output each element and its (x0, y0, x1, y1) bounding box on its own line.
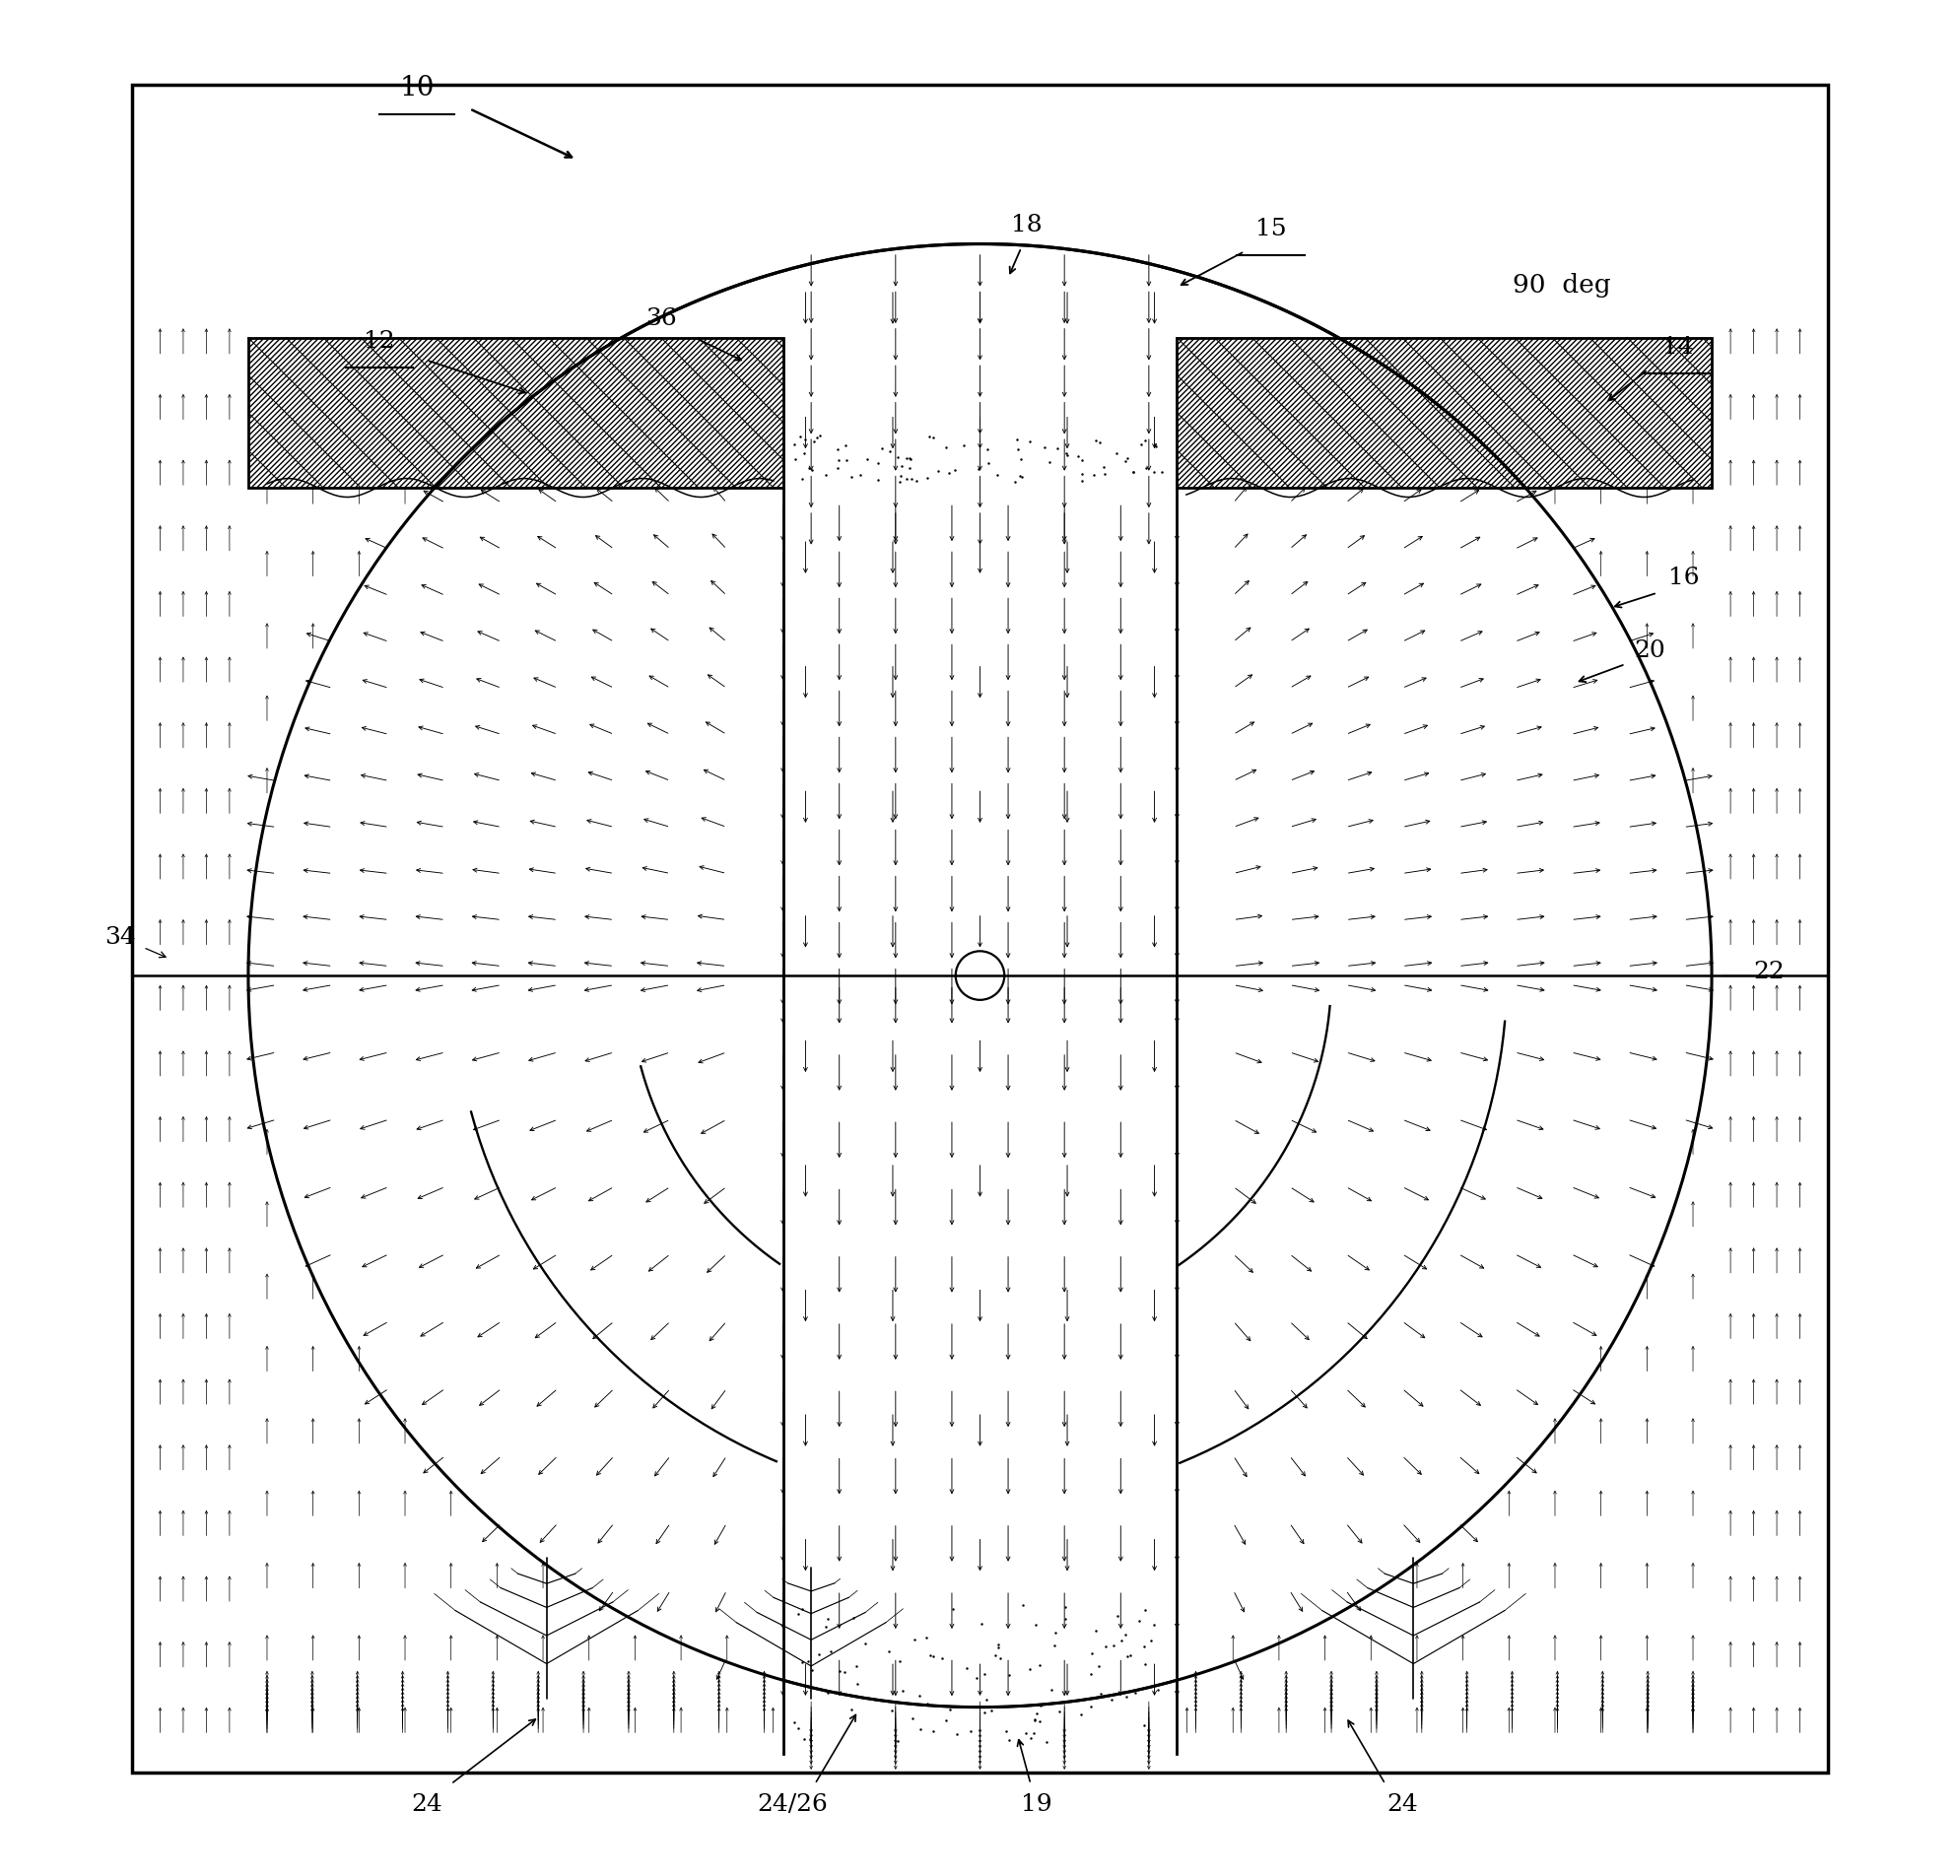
Text: 18: 18 (1011, 214, 1043, 236)
Text: 14: 14 (1662, 336, 1693, 358)
Text: 36: 36 (645, 308, 676, 330)
Text: 24: 24 (1386, 1793, 1417, 1816)
Bar (1178, 338, 1711, 488)
Text: 24/26: 24/26 (757, 1793, 827, 1816)
Text: 19: 19 (1021, 1793, 1053, 1816)
Text: 12: 12 (365, 330, 396, 353)
Bar (1178, 338, 1711, 488)
Text: 15: 15 (1254, 218, 1286, 240)
Text: 20: 20 (1635, 640, 1666, 662)
Text: 34: 34 (104, 927, 135, 949)
Bar (249, 338, 782, 488)
Text: 24: 24 (412, 1793, 443, 1816)
Text: 10: 10 (400, 75, 435, 101)
Text: 90  deg: 90 deg (1513, 272, 1611, 298)
Text: 16: 16 (1668, 567, 1699, 589)
Bar (249, 338, 782, 488)
Text: 22: 22 (1752, 961, 1784, 983)
